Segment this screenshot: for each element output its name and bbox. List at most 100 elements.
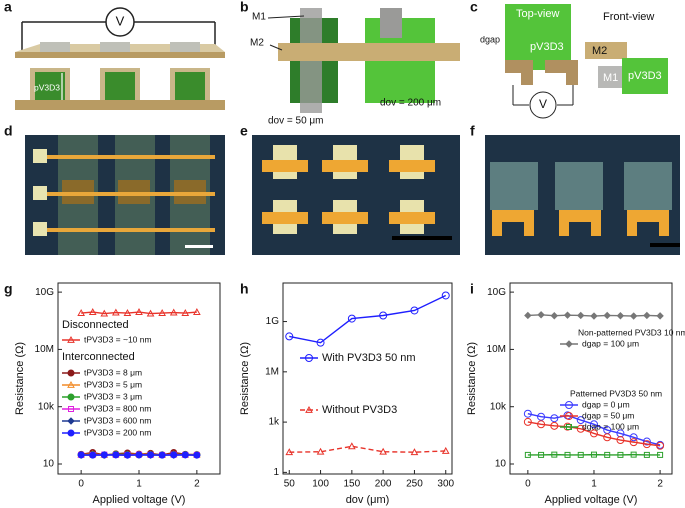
marker	[181, 451, 189, 459]
marker	[410, 306, 419, 315]
y-tick-label: 10G	[487, 287, 506, 298]
y-tick-label: 10M	[35, 344, 54, 355]
marker	[285, 332, 294, 341]
legend-marker	[305, 405, 313, 413]
marker	[158, 451, 166, 459]
marker	[193, 308, 201, 315]
marker	[537, 311, 545, 319]
marker	[100, 451, 108, 459]
marker	[147, 451, 155, 459]
series-line	[81, 311, 197, 315]
legend-marker	[67, 380, 75, 388]
marker	[550, 414, 559, 423]
legend-label: tPV3D3 = 3 μm	[84, 391, 142, 401]
film-label: pV3D3	[530, 41, 564, 53]
gap-label: dgap	[480, 34, 500, 44]
marker	[629, 433, 638, 442]
marker	[643, 311, 651, 320]
layer-label: pV3D3	[34, 82, 60, 92]
series-line	[527, 413, 661, 446]
dov-label: dov = 200 μm	[380, 98, 441, 109]
micrograph-f	[485, 135, 680, 255]
view-label: Front-view	[603, 11, 654, 23]
marker	[523, 409, 532, 418]
panel-label: h	[240, 281, 249, 297]
x-tick-label: 150	[344, 479, 361, 490]
marker	[169, 308, 178, 316]
marker	[590, 312, 598, 320]
x-tick-label: 1	[591, 479, 597, 490]
marker	[564, 451, 571, 458]
marker	[577, 311, 585, 320]
legend-marker	[305, 354, 313, 362]
schematic-b: M1 M2 dov = 50 μm dov = 200 μm	[250, 8, 460, 127]
x-tick-label: 2	[657, 479, 663, 490]
y-axis-title: Resistance (Ω)	[14, 342, 26, 415]
marker	[146, 309, 155, 317]
marker	[100, 309, 109, 317]
legend-marker	[67, 417, 75, 425]
y-tick-label: 1M	[265, 366, 279, 377]
marker	[123, 451, 131, 459]
view-label: Top-view	[516, 8, 559, 20]
x-tick-label: 100	[312, 479, 329, 490]
m1-label: M1	[252, 12, 266, 23]
m1-label: M1	[603, 72, 618, 84]
schematic-a: V pV3D3	[15, 7, 225, 110]
legend-label: dgap = 100 μm	[582, 421, 639, 431]
legend-label: With PV3D3 50 nm	[322, 352, 416, 364]
x-tick-label: 0	[78, 479, 84, 490]
legend-marker	[67, 393, 75, 401]
marker	[524, 451, 531, 458]
marker	[656, 312, 664, 320]
annotation: Non-patterned PV3D3 10 nm	[578, 327, 685, 337]
marker	[181, 309, 190, 316]
panel-label: c	[470, 0, 478, 15]
marker	[193, 451, 201, 459]
y-tick-label: 1	[273, 467, 279, 478]
marker	[563, 311, 572, 319]
marker	[657, 451, 664, 458]
panel-label: e	[240, 123, 248, 139]
x-tick-label: 200	[375, 479, 392, 490]
marker	[550, 421, 559, 430]
marker	[523, 417, 532, 426]
y-axis-title: Resistance (Ω)	[466, 342, 478, 415]
marker	[616, 436, 625, 445]
x-axis-title: dov (μm)	[346, 494, 390, 506]
marker	[616, 312, 625, 320]
marker	[441, 291, 450, 300]
x-axis-title: Applied voltage (V)	[545, 494, 638, 506]
marker	[643, 451, 650, 458]
y-tick-label: 10k	[490, 401, 507, 412]
marker	[629, 438, 638, 447]
marker	[576, 416, 585, 425]
marker	[551, 451, 558, 458]
y-tick-label: 10G	[35, 287, 54, 298]
legend-marker	[68, 406, 74, 412]
legend-label: dgap = 50 μm	[582, 410, 634, 420]
panel-label: d	[4, 123, 13, 139]
legend-marker	[565, 412, 573, 420]
x-tick-label: 300	[437, 479, 454, 490]
series-line	[527, 421, 661, 447]
marker	[603, 433, 612, 442]
legend-marker	[565, 401, 573, 409]
panel-label: f	[470, 123, 475, 139]
m2-label: M2	[592, 45, 607, 57]
marker	[158, 309, 166, 316]
y-tick-label: 10	[495, 459, 507, 470]
legend-marker	[67, 335, 75, 343]
x-tick-label: 2	[194, 479, 200, 490]
panel-label: a	[4, 0, 12, 15]
marker	[88, 308, 97, 315]
marker	[89, 451, 97, 459]
plot-frame	[282, 282, 453, 475]
x-axis-title: Applied voltage (V)	[93, 494, 186, 506]
film-label: pV3D3	[628, 70, 662, 82]
legend-label: Without PV3D3	[322, 404, 397, 416]
series-line	[289, 294, 447, 344]
marker	[590, 451, 597, 458]
marker	[656, 441, 665, 450]
series-line	[289, 445, 446, 453]
